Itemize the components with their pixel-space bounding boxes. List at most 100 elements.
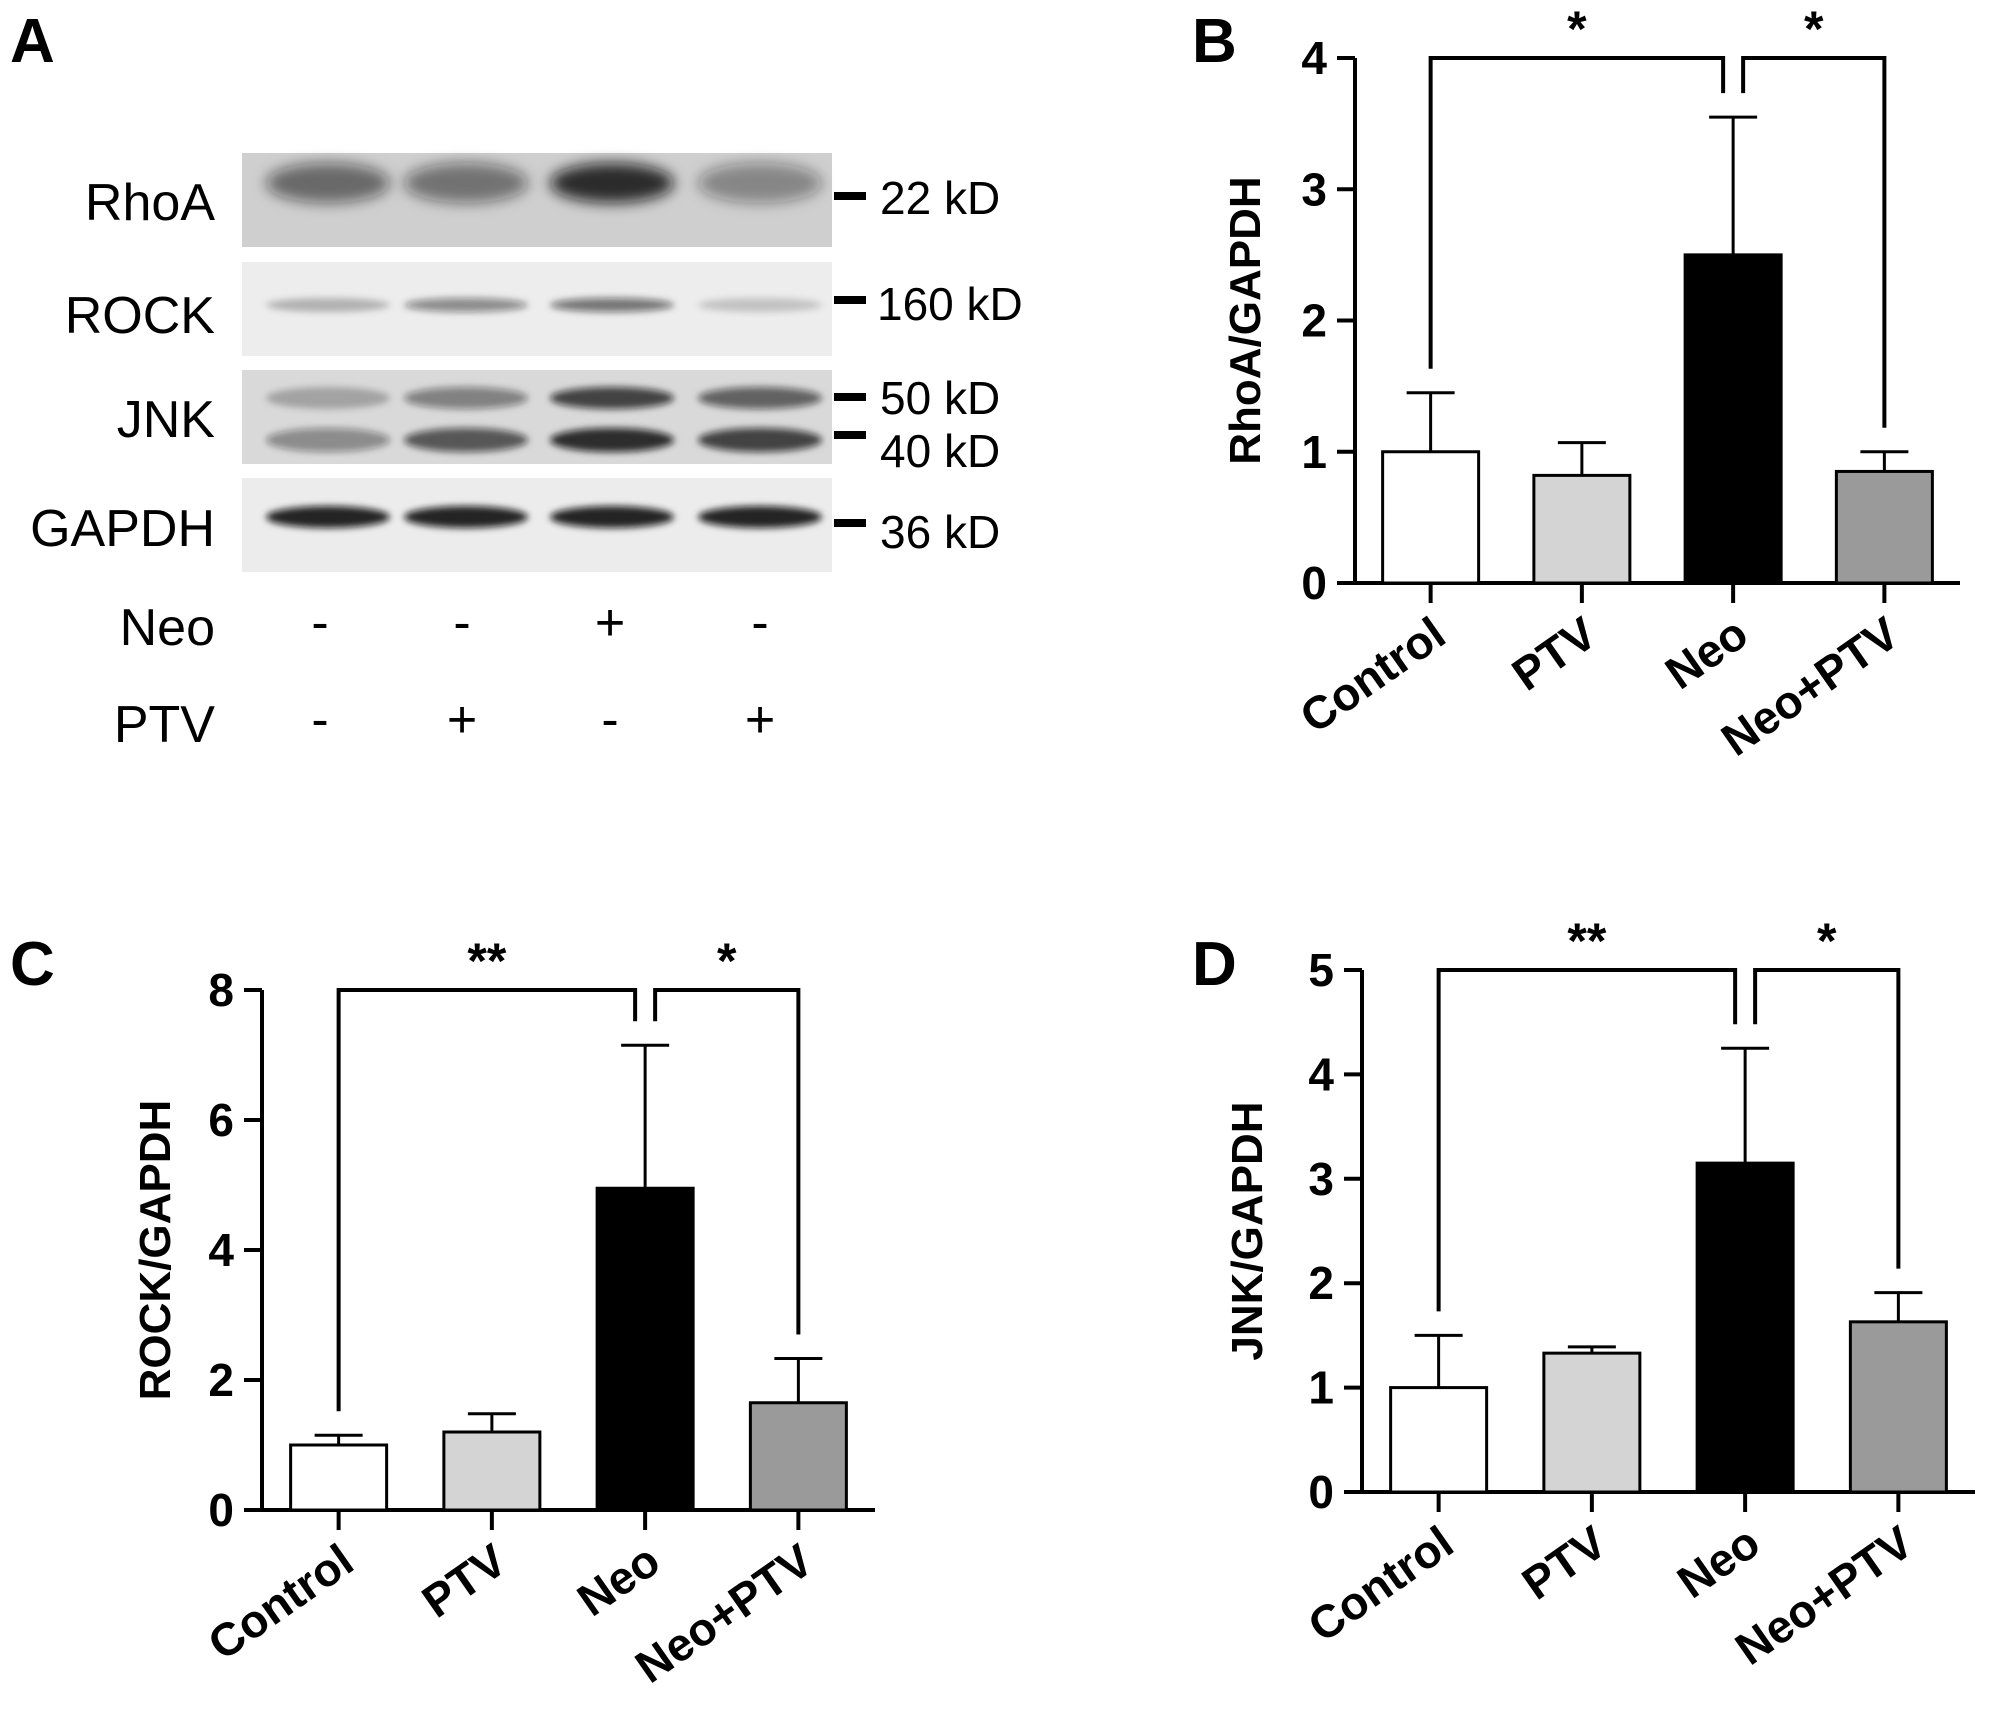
band-jnk-50 bbox=[550, 387, 674, 409]
y-axis-title: ROCK/GAPDH bbox=[131, 1100, 180, 1401]
band-jnk-40 bbox=[550, 428, 674, 452]
treatment-sign-neo: - bbox=[751, 594, 768, 652]
treatment-sign-neo: + bbox=[595, 594, 625, 652]
band-rock bbox=[404, 298, 528, 312]
y-axis-title: RhoA/GAPDH bbox=[1221, 176, 1270, 464]
significance-bracket bbox=[653, 988, 801, 1335]
bar-ptv bbox=[1532, 473, 1632, 585]
y-tick-label: 4 bbox=[208, 1224, 234, 1276]
band-rock bbox=[550, 298, 674, 312]
x-category-label: PTV bbox=[412, 1533, 515, 1627]
y-tick-label: 4 bbox=[1301, 32, 1327, 84]
y-tick-label: 0 bbox=[1301, 557, 1327, 609]
significance-marker: ** bbox=[1567, 913, 1606, 969]
marker-label-160kd: 160 kD bbox=[877, 278, 1023, 330]
x-category-label: Control bbox=[199, 1534, 363, 1670]
y-tick-label: 4 bbox=[1308, 1048, 1334, 1100]
bar-neo bbox=[1695, 1161, 1795, 1494]
bar-control bbox=[289, 1443, 389, 1512]
y-tick-label: 0 bbox=[1308, 1466, 1334, 1518]
significance-bracket bbox=[1436, 968, 1738, 1312]
marker-tick bbox=[834, 431, 866, 439]
bar-neo-ptv bbox=[1834, 469, 1934, 585]
marker-label-36kd: 36 kD bbox=[880, 506, 1000, 558]
treatment-sign-neo: - bbox=[453, 594, 470, 652]
x-category-label: Neo bbox=[568, 1534, 669, 1626]
y-tick-label: 3 bbox=[1308, 1153, 1334, 1205]
band-jnk-40 bbox=[266, 428, 390, 452]
bar-ptv bbox=[1542, 1351, 1642, 1494]
band-rock bbox=[698, 298, 822, 312]
panel-letter-c: C bbox=[10, 930, 55, 999]
treatment-label-neo: Neo bbox=[120, 599, 215, 657]
treatment-signs: - - + - - + - + bbox=[311, 594, 775, 749]
x-category-label: PTV bbox=[1502, 606, 1605, 700]
y-tick-label: 5 bbox=[1308, 944, 1334, 996]
significance-marker: * bbox=[1817, 913, 1837, 969]
bar-control bbox=[1389, 1386, 1489, 1494]
band-jnk-50 bbox=[404, 387, 528, 409]
band-rhoa bbox=[266, 163, 390, 203]
marker-tick bbox=[834, 519, 866, 527]
y-tick-label: 1 bbox=[1308, 1362, 1334, 1414]
band-rhoa bbox=[404, 163, 528, 203]
significance-bracket bbox=[336, 988, 638, 1412]
bar-ptv bbox=[442, 1430, 542, 1512]
band-label-gapdh: GAPDH bbox=[30, 500, 215, 558]
band-rhoa bbox=[550, 163, 674, 203]
bar-neo-ptv bbox=[1848, 1320, 1948, 1494]
treatment-label-ptv: PTV bbox=[114, 696, 215, 754]
significance-bracket bbox=[1428, 56, 1726, 369]
x-category-label: Neo bbox=[1668, 1516, 1769, 1608]
band-gapdh bbox=[404, 506, 528, 528]
band-rhoa bbox=[698, 163, 822, 203]
y-tick-label: 2 bbox=[1301, 295, 1327, 347]
panel-letter-d: D bbox=[1192, 930, 1237, 999]
y-tick-label: 3 bbox=[1301, 163, 1327, 215]
marker-label-40kd: 40 kD bbox=[880, 425, 1000, 477]
band-jnk-40 bbox=[404, 428, 528, 452]
bar-neo bbox=[595, 1186, 695, 1512]
significance-marker: * bbox=[1804, 1, 1824, 57]
significance-bracket bbox=[1741, 56, 1887, 428]
band-jnk-40 bbox=[698, 428, 822, 452]
significance-marker: * bbox=[717, 933, 737, 989]
band-rock bbox=[266, 298, 390, 312]
treatment-sign-ptv: - bbox=[601, 691, 618, 749]
y-tick-label: 6 bbox=[208, 1094, 234, 1146]
bar-neo bbox=[1683, 253, 1783, 585]
y-tick-label: 8 bbox=[208, 964, 234, 1016]
y-tick-label: 0 bbox=[208, 1484, 234, 1536]
x-category-label: Control bbox=[1291, 607, 1455, 743]
y-tick-label: 2 bbox=[208, 1354, 234, 1406]
panel-a-western-blot: A RhoA ROCK JNK GAPDH 22 kD 160 kD 50 kD… bbox=[10, 7, 1023, 754]
y-axis-title: JNK/GAPDH bbox=[1223, 1101, 1272, 1360]
x-category-label: Control bbox=[1299, 1516, 1463, 1652]
significance-marker: ** bbox=[467, 933, 506, 989]
treatment-sign-ptv: + bbox=[447, 691, 477, 749]
y-tick-label: 1 bbox=[1301, 426, 1327, 478]
band-label-jnk: JNK bbox=[117, 391, 216, 449]
x-category-label: Neo bbox=[1656, 607, 1757, 699]
y-tick-label: 2 bbox=[1308, 1257, 1334, 1309]
blot-bands bbox=[266, 163, 822, 528]
treatment-sign-neo: - bbox=[311, 594, 328, 652]
bar-control bbox=[1381, 450, 1481, 585]
panel-letter-a: A bbox=[10, 7, 55, 76]
marker-tick bbox=[834, 296, 866, 304]
marker-tick bbox=[834, 393, 866, 401]
marker-label-22kd: 22 kD bbox=[880, 172, 1000, 224]
band-label-rhoa: RhoA bbox=[85, 174, 215, 232]
marker-label-50kd: 50 kD bbox=[880, 372, 1000, 424]
band-gapdh bbox=[266, 506, 390, 528]
band-gapdh bbox=[550, 506, 674, 528]
significance-bracket bbox=[1753, 968, 1901, 1269]
treatment-sign-ptv: - bbox=[311, 691, 328, 749]
treatment-sign-ptv: + bbox=[745, 691, 775, 749]
mw-markers: 22 kD 160 kD 50 kD 40 kD 36 kD bbox=[834, 172, 1023, 558]
significance-marker: * bbox=[1567, 1, 1587, 57]
